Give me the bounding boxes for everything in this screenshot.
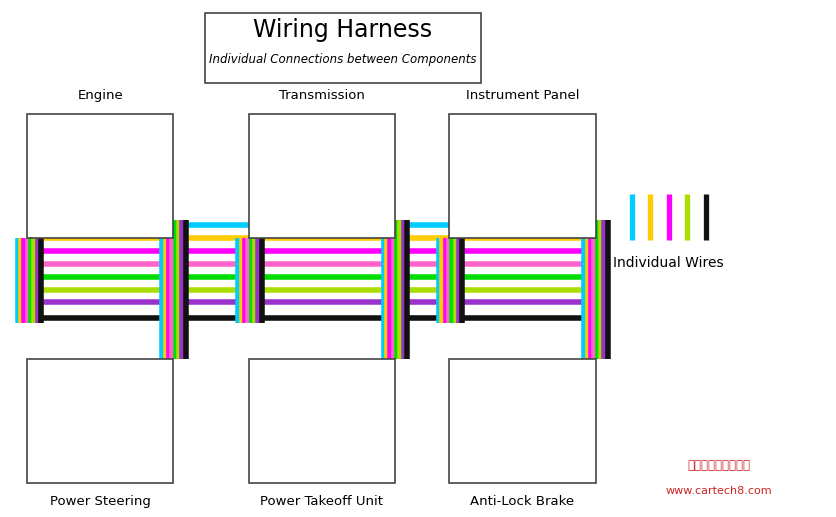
Text: Engine: Engine [78, 89, 123, 102]
Bar [249, 114, 395, 238]
Text: Power Steering: Power Steering [50, 495, 150, 508]
Bar [450, 359, 595, 483]
Text: Individual Wires: Individual Wires [614, 256, 724, 270]
Text: Individual Connections between Components: Individual Connections between Component… [209, 53, 477, 66]
Text: www.cartech8.com: www.cartech8.com [665, 486, 772, 496]
Text: Anti-Lock Brake: Anti-Lock Brake [471, 495, 574, 508]
Text: Instrument Panel: Instrument Panel [466, 89, 579, 102]
Bar [27, 359, 173, 483]
Bar [450, 114, 595, 238]
Bar [249, 359, 395, 483]
Text: 中国汽车工程师之家: 中国汽车工程师之家 [687, 459, 751, 472]
Text: Wiring Harness: Wiring Harness [253, 18, 432, 42]
Text: Power Takeoff Unit: Power Takeoff Unit [260, 495, 384, 508]
Text: Transmission: Transmission [279, 89, 364, 102]
Bar [27, 114, 173, 238]
FancyBboxPatch shape [205, 13, 481, 83]
